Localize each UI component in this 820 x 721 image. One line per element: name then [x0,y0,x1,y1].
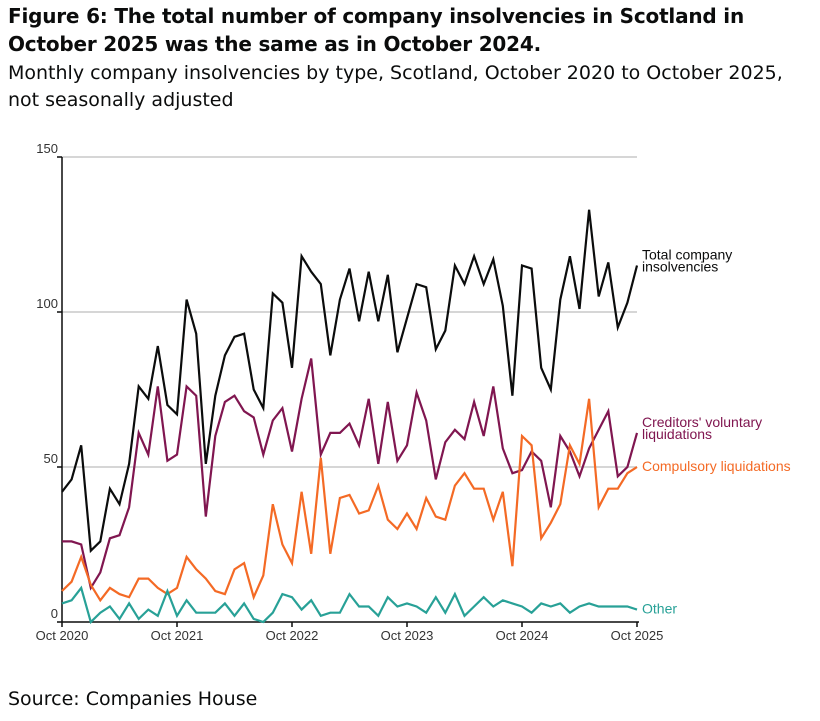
series-lines [61,209,639,625]
x-tick-label: Oct 2025 [611,628,664,643]
line-chart: 0 50 100 150 Oct 2020 Oct 2021 Oct 2022 Oct 202… [36,141,791,643]
series-label: Other [642,601,677,617]
series-line-total-company-insolvencies [61,209,639,554]
x-tick-label: Oct 2021 [151,628,204,643]
series-line-creditors-voluntary-liquidations [62,358,639,591]
series-label: Compulsory liquidations [642,458,791,474]
figure-title: Figure 6: The total number of company in… [8,4,744,56]
source-note: Source: Companies House [8,688,258,710]
figure-subtitle: Monthly company insolvencies by type, Sc… [8,62,783,111]
axes: 0 50 100 150 Oct 2020 Oct 2021 Oct 2022 Oct 202… [36,141,664,643]
gridlines [62,156,637,468]
series-label-line: Other [642,601,677,617]
y-tick-label: 150 [36,141,58,156]
x-tick-label: Oct 2020 [36,628,89,643]
series-labels: Total company insolvencies Creditors' volu… [642,247,791,617]
x-tick-label: Oct 2023 [381,628,434,643]
x-tick-label: Oct 2022 [266,628,319,643]
series-label-line: liquidations [642,426,712,442]
y-tick-label: 100 [36,296,58,311]
y-tick-label: 0 [51,606,58,621]
series-label: Total company insolvencies [642,247,732,275]
series-label-line: insolvencies [642,259,718,275]
series-label-line: Total company [642,247,732,263]
series-label: Creditors' voluntary liquidations [642,414,762,442]
x-tick-label: Oct 2024 [496,628,549,643]
series-label-line: Compulsory liquidations [642,458,791,474]
series-line-other [61,585,638,625]
y-tick-label: 50 [44,451,58,466]
series-label-line: Creditors' voluntary [642,414,762,430]
series-line-compulsory-liquidations [61,398,638,603]
